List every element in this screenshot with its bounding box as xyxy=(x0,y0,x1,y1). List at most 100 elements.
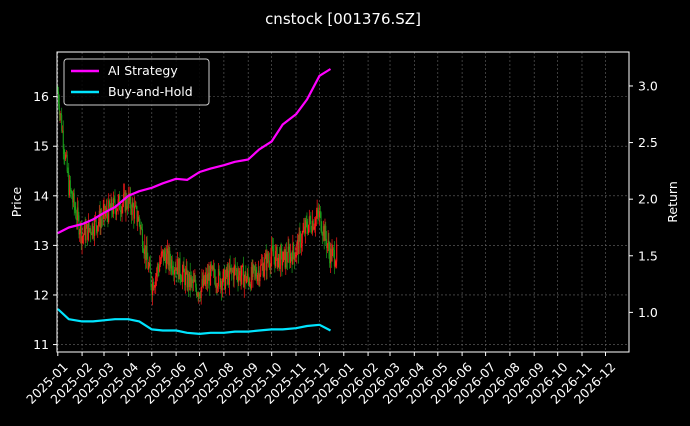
price-candle-body xyxy=(72,198,74,203)
price-candle-body xyxy=(83,224,85,235)
price-candle-body xyxy=(335,261,337,266)
price-candle-body xyxy=(68,173,70,196)
price-candle-body xyxy=(253,265,255,271)
price-candle-body xyxy=(270,256,272,268)
price-candle-body xyxy=(259,274,261,282)
price-candle-body xyxy=(134,205,136,207)
price-candle-body xyxy=(304,219,306,234)
price-candle-body xyxy=(122,202,124,207)
price-candle-body xyxy=(177,259,179,280)
price-candle-body xyxy=(241,265,243,276)
price-candle-body xyxy=(189,271,191,287)
y-tick-label-right: 1.5 xyxy=(638,248,658,263)
price-candle-body xyxy=(271,245,273,257)
price-candle-body xyxy=(130,193,132,209)
price-candle-body xyxy=(138,216,140,222)
price-candle-body xyxy=(265,254,267,271)
price-candle-body xyxy=(182,264,184,273)
price-candle-body xyxy=(72,193,74,203)
price-candle-body xyxy=(286,260,288,263)
price-candle-body xyxy=(271,245,273,249)
price-candle-body xyxy=(232,270,234,272)
price-candle-body xyxy=(249,284,251,286)
price-candle-body xyxy=(297,239,299,254)
price-candle-body xyxy=(173,272,175,275)
legend-label-buy-and-hold: Buy-and-Hold xyxy=(108,84,193,99)
price-candle-body xyxy=(188,271,190,287)
price-candle-body xyxy=(317,210,319,214)
price-candle-body xyxy=(66,154,68,172)
price-candle-body xyxy=(230,268,232,271)
price-candle-body xyxy=(291,256,293,265)
price-candle-body xyxy=(179,258,181,277)
price-candle-body xyxy=(63,148,65,154)
price-candle-body xyxy=(272,248,274,256)
price-candle-body xyxy=(318,213,320,217)
price-candle-body xyxy=(197,293,199,297)
price-candle-body xyxy=(168,250,170,266)
price-candle-body xyxy=(159,261,161,265)
price-candle-body xyxy=(226,268,228,278)
price-candle-body xyxy=(158,268,160,272)
price-candle-body xyxy=(91,223,93,236)
price-candle-body xyxy=(224,276,226,290)
price-candle-body xyxy=(329,250,331,264)
y-tick-label-right: 2.5 xyxy=(638,135,658,150)
price-candle-body xyxy=(150,272,152,287)
price-candle-body xyxy=(234,265,236,267)
price-candle-body xyxy=(235,265,237,271)
y-axis-label-left: Price xyxy=(9,186,24,217)
price-candle-body xyxy=(132,202,134,207)
y-tick-label-left: 13 xyxy=(33,238,49,253)
price-candle-body xyxy=(313,226,315,230)
price-candle-body xyxy=(284,249,286,268)
price-candle-body xyxy=(154,285,156,287)
price-candle-body xyxy=(76,218,78,221)
price-candle-body xyxy=(242,265,244,267)
price-candle-body xyxy=(62,130,64,149)
price-candle-body xyxy=(228,270,230,285)
price-candle-body xyxy=(171,259,173,272)
price-candle-body xyxy=(167,248,169,266)
price-candle-body xyxy=(292,243,294,265)
price-candle-body xyxy=(125,196,127,212)
price-candle-body xyxy=(203,275,205,286)
price-candle-body xyxy=(329,248,331,264)
price-candle-body xyxy=(311,229,313,233)
price-candle-body xyxy=(59,113,61,115)
y-tick-label-left: 11 xyxy=(33,337,49,352)
price-candle-body xyxy=(152,282,154,295)
price-candle-body xyxy=(166,253,168,269)
price-candle-body xyxy=(99,210,101,228)
price-candle-body xyxy=(115,207,117,215)
price-candle-body xyxy=(239,270,241,276)
price-candle-body xyxy=(170,262,172,269)
price-candle-body xyxy=(67,171,69,174)
price-candle-body xyxy=(208,272,210,281)
price-candle-body xyxy=(148,262,150,267)
price-candle-body xyxy=(312,220,314,230)
price-candle-body xyxy=(131,202,133,215)
price-candle-body xyxy=(165,257,167,269)
price-candle-body xyxy=(278,254,280,258)
price-candle-body xyxy=(65,154,67,156)
price-candle-body xyxy=(113,198,115,200)
price-candle-body xyxy=(306,221,308,229)
price-candle-body xyxy=(221,281,223,291)
price-candle-body xyxy=(261,263,263,265)
price-candle-body xyxy=(268,260,270,262)
price-candle-body xyxy=(145,244,147,261)
price-candle-body xyxy=(83,234,85,236)
price-candle-body xyxy=(326,244,328,249)
price-candle-body xyxy=(224,269,226,290)
price-candle-body xyxy=(305,219,307,222)
price-candle-body xyxy=(121,206,123,214)
price-candle-body xyxy=(134,206,136,219)
price-candle-body xyxy=(235,269,237,271)
price-candle-body xyxy=(109,206,111,210)
price-candle-body xyxy=(127,206,129,209)
price-candle-body xyxy=(327,240,329,245)
price-candle-body xyxy=(126,196,128,207)
price-candle-body xyxy=(274,257,276,267)
price-candle-body xyxy=(105,212,107,217)
